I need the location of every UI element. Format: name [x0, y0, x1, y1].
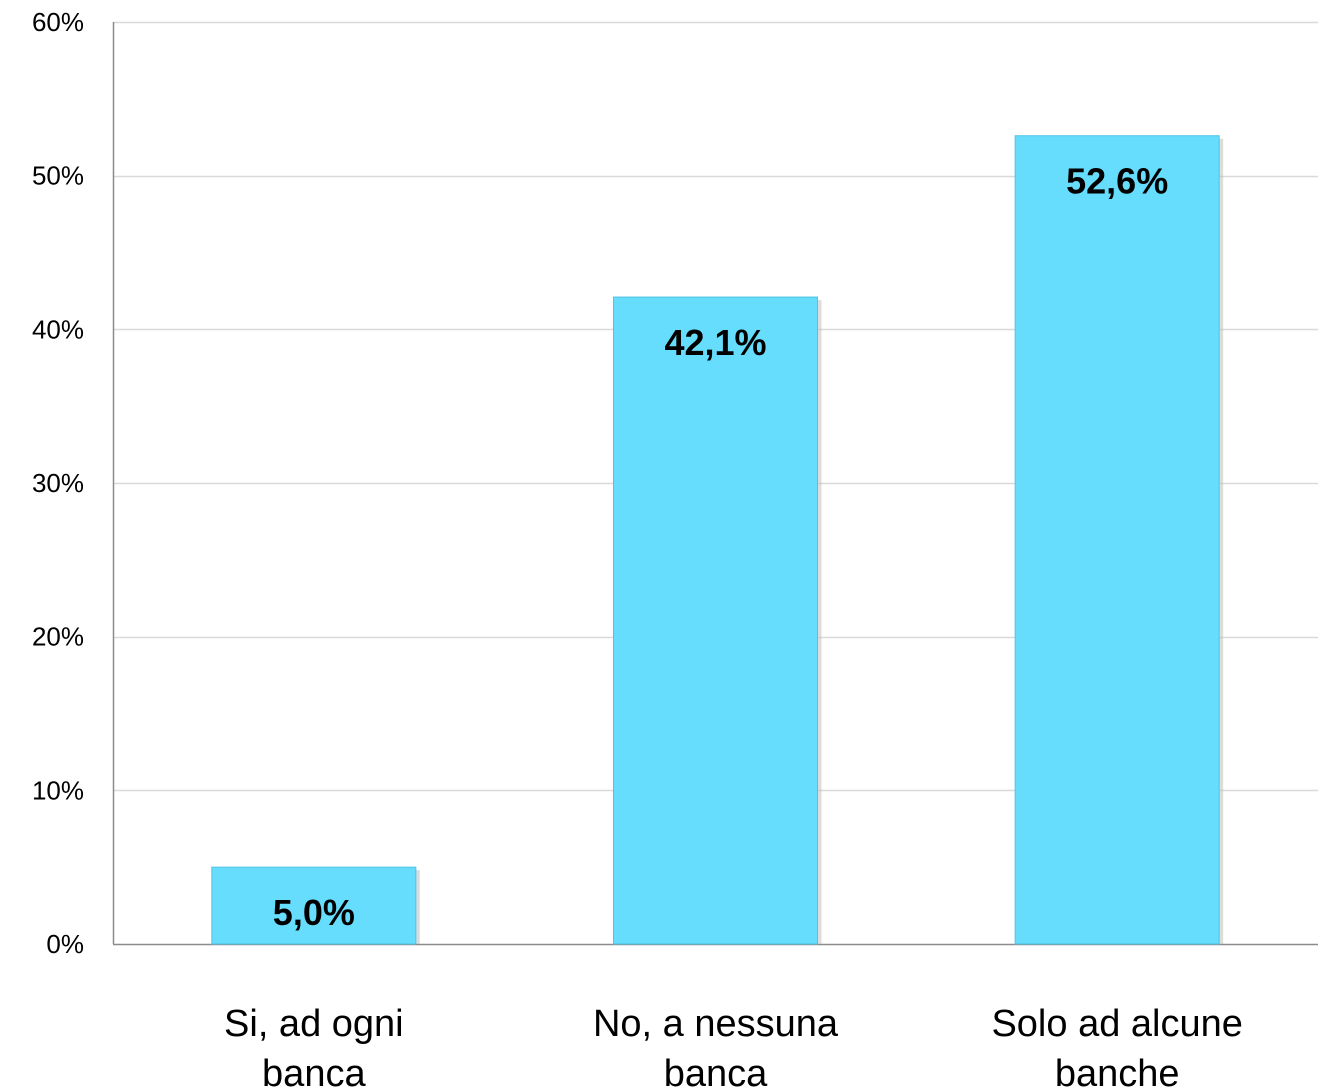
- category-label: banche: [1055, 1053, 1180, 1090]
- category-label: Solo ad alcune: [991, 1003, 1242, 1045]
- y-tick-label: 20%: [32, 622, 84, 652]
- bar: [1014, 135, 1220, 945]
- bar: [211, 866, 417, 945]
- category-label: No, a nessuna: [593, 1003, 839, 1045]
- category-label: banca: [262, 1053, 366, 1090]
- y-tick-label: 0%: [46, 929, 84, 959]
- y-tick-label: 60%: [32, 7, 84, 37]
- category-label: Si, ad ogni: [224, 1003, 404, 1045]
- data-label: 42,1%: [664, 322, 766, 363]
- y-tick-label: 30%: [32, 468, 84, 498]
- y-tick-label: 50%: [32, 161, 84, 191]
- bars: [211, 135, 1224, 945]
- category-labels: Si, ad ogni banca No, a nessuna banca Solo a…: [224, 1003, 1243, 1090]
- y-axis-ticks: 0% 10% 20% 30% 40% 50% 60%: [32, 7, 84, 959]
- data-label: 5,0%: [273, 892, 355, 933]
- data-label: 52,6%: [1066, 161, 1168, 202]
- y-tick-label: 40%: [32, 314, 84, 344]
- bar: [613, 296, 818, 945]
- category-label: banca: [664, 1053, 768, 1090]
- data-labels: 5,0% 42,1% 52,6%: [273, 161, 1168, 933]
- y-tick-label: 10%: [32, 775, 84, 805]
